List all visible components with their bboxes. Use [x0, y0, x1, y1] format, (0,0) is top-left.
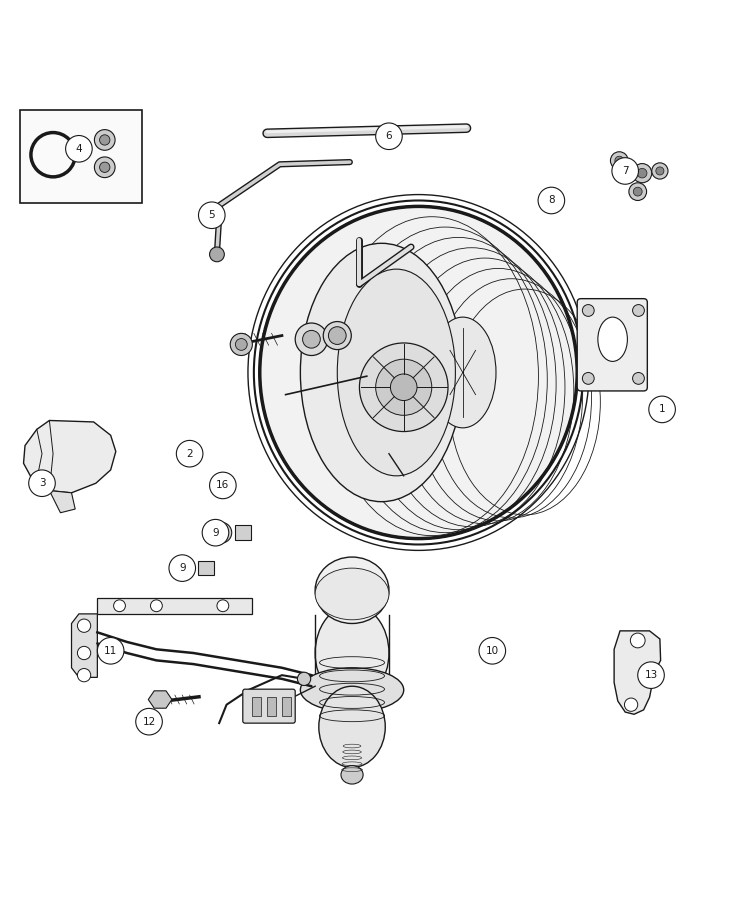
Ellipse shape	[260, 206, 577, 538]
Text: 1: 1	[659, 404, 665, 414]
FancyBboxPatch shape	[243, 689, 295, 723]
Text: 9: 9	[179, 563, 185, 573]
Circle shape	[77, 619, 90, 633]
Circle shape	[199, 202, 225, 229]
Circle shape	[612, 158, 639, 184]
Circle shape	[633, 164, 652, 183]
Circle shape	[302, 330, 320, 348]
Circle shape	[236, 338, 247, 350]
Text: 9: 9	[212, 527, 219, 537]
Ellipse shape	[430, 317, 496, 427]
Circle shape	[94, 130, 115, 150]
Circle shape	[611, 152, 628, 169]
Circle shape	[77, 646, 90, 660]
Ellipse shape	[341, 766, 363, 784]
Circle shape	[202, 519, 229, 546]
Circle shape	[211, 522, 232, 543]
Polygon shape	[24, 420, 116, 493]
Circle shape	[615, 157, 624, 165]
Circle shape	[376, 123, 402, 149]
Circle shape	[631, 633, 645, 648]
Circle shape	[174, 558, 195, 579]
Ellipse shape	[315, 557, 389, 624]
Ellipse shape	[598, 317, 628, 362]
Circle shape	[179, 562, 190, 573]
Circle shape	[376, 359, 432, 415]
Circle shape	[113, 600, 125, 612]
Circle shape	[582, 373, 594, 384]
Ellipse shape	[315, 605, 389, 701]
Circle shape	[652, 163, 668, 179]
Text: 4: 4	[76, 144, 82, 154]
Circle shape	[210, 247, 225, 262]
Circle shape	[97, 637, 124, 664]
Circle shape	[633, 304, 645, 317]
Polygon shape	[614, 631, 661, 715]
Circle shape	[99, 135, 110, 145]
Ellipse shape	[323, 321, 351, 349]
Circle shape	[217, 600, 229, 612]
Ellipse shape	[297, 672, 310, 686]
Circle shape	[230, 333, 253, 356]
Text: 13: 13	[645, 670, 658, 680]
Circle shape	[99, 162, 110, 173]
Circle shape	[582, 304, 594, 317]
Text: 11: 11	[104, 646, 117, 656]
Text: 5: 5	[208, 211, 215, 220]
Bar	[282, 698, 290, 716]
FancyBboxPatch shape	[577, 299, 648, 391]
Circle shape	[625, 698, 638, 711]
Circle shape	[169, 554, 196, 581]
Text: 3: 3	[39, 478, 45, 488]
Circle shape	[94, 157, 115, 177]
Ellipse shape	[337, 269, 456, 476]
Ellipse shape	[315, 568, 389, 620]
Bar	[198, 561, 214, 575]
Bar	[253, 698, 262, 716]
Circle shape	[538, 187, 565, 214]
Circle shape	[210, 472, 236, 499]
Polygon shape	[50, 491, 75, 513]
Ellipse shape	[300, 668, 404, 712]
Circle shape	[649, 396, 675, 423]
Bar	[235, 526, 251, 540]
Circle shape	[656, 166, 664, 175]
Circle shape	[634, 187, 642, 196]
Circle shape	[391, 374, 417, 400]
Text: 16: 16	[216, 481, 230, 491]
Polygon shape	[148, 691, 172, 708]
Polygon shape	[72, 614, 97, 678]
Circle shape	[633, 373, 645, 384]
Text: 12: 12	[142, 716, 156, 726]
Bar	[97, 598, 253, 614]
Circle shape	[216, 527, 227, 538]
Text: 6: 6	[385, 131, 392, 141]
Text: 2: 2	[186, 449, 193, 459]
Circle shape	[638, 662, 665, 688]
Circle shape	[29, 470, 56, 497]
Text: 10: 10	[486, 646, 499, 656]
Ellipse shape	[319, 686, 385, 768]
Circle shape	[150, 600, 162, 612]
Bar	[268, 698, 276, 716]
Circle shape	[66, 136, 92, 162]
Text: 8: 8	[548, 195, 555, 205]
Circle shape	[359, 343, 448, 431]
Circle shape	[176, 440, 203, 467]
Circle shape	[136, 708, 162, 735]
Circle shape	[295, 323, 328, 356]
Circle shape	[479, 637, 505, 664]
Ellipse shape	[300, 243, 463, 501]
Ellipse shape	[328, 327, 346, 345]
Bar	[20, 111, 142, 202]
Text: 7: 7	[622, 166, 628, 176]
Circle shape	[637, 168, 647, 178]
Circle shape	[77, 669, 90, 682]
Circle shape	[629, 183, 647, 201]
